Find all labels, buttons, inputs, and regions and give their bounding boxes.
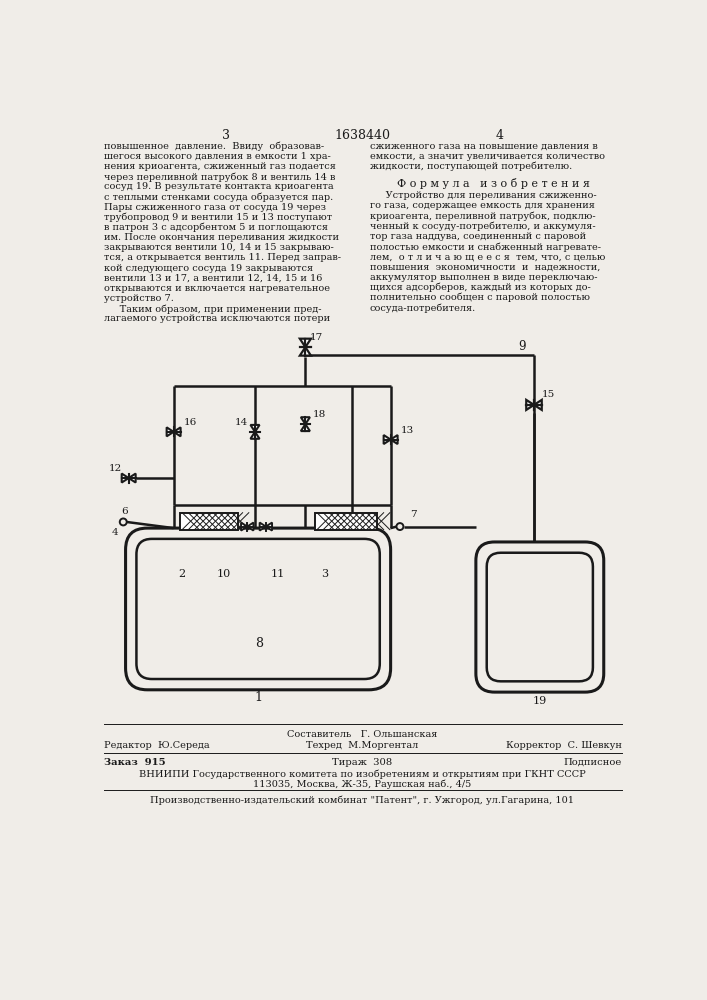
Text: 3: 3 (221, 129, 230, 142)
Text: Производственно-издательский комбинат "Патент", г. Ужгород, ул.Гагарина, 101: Производственно-издательский комбинат "П… (150, 795, 574, 805)
Polygon shape (122, 474, 129, 483)
Text: повышенное  давление.  Ввиду  образовав-: повышенное давление. Ввиду образовав- (104, 142, 324, 151)
Text: Таким образом, при применении пред-: Таким образом, при применении пред- (104, 304, 322, 314)
Text: лем,  о т л и ч а ю щ е е с я  тем, что, с целью: лем, о т л и ч а ю щ е е с я тем, что, с… (370, 252, 605, 261)
Text: Заказ  915: Заказ 915 (104, 758, 165, 767)
Polygon shape (300, 347, 311, 356)
Text: 19: 19 (533, 696, 547, 706)
Bar (315, 513, 377, 530)
Text: устройство 7.: устройство 7. (104, 294, 174, 303)
Text: Редактор  Ю.Середа: Редактор Ю.Середа (104, 741, 209, 750)
Text: 14: 14 (235, 418, 247, 427)
Text: Тираж  308: Тираж 308 (332, 758, 392, 767)
Text: 4: 4 (495, 129, 503, 142)
Text: 113035, Москва, Ж-35, Раушская наб., 4/5: 113035, Москва, Ж-35, Раушская наб., 4/5 (253, 779, 471, 789)
FancyBboxPatch shape (126, 528, 391, 690)
Polygon shape (534, 400, 542, 410)
Polygon shape (301, 424, 310, 431)
Text: щихся адсорберов, каждый из которых до-: щихся адсорберов, каждый из которых до- (370, 283, 590, 292)
Text: 10: 10 (217, 569, 231, 579)
Text: 12: 12 (109, 464, 122, 473)
Polygon shape (391, 435, 397, 444)
Polygon shape (250, 432, 259, 439)
Text: лагаемого устройства исключаются потери: лагаемого устройства исключаются потери (104, 314, 330, 323)
Text: 13: 13 (401, 426, 414, 435)
Bar (180, 513, 238, 530)
Text: жидкости, поступающей потребителю.: жидкости, поступающей потребителю. (370, 162, 572, 171)
Text: Пары сжиженного газа от сосуда 19 через: Пары сжиженного газа от сосуда 19 через (104, 203, 326, 212)
Text: 1638440: 1638440 (334, 129, 390, 142)
Text: 7: 7 (411, 510, 417, 519)
Text: нения криоагента, сжиженный газ подается: нения криоагента, сжиженный газ подается (104, 162, 336, 171)
Text: 4: 4 (112, 528, 119, 537)
Text: повышения  экономичности  и  надежности,: повышения экономичности и надежности, (370, 262, 600, 271)
Text: сосуда-потребителя.: сосуда-потребителя. (370, 303, 476, 313)
Text: ченный к сосуду-потребителю, и аккумуля-: ченный к сосуду-потребителю, и аккумуля- (370, 222, 595, 231)
Text: кой следующего сосуда 19 закрываются: кой следующего сосуда 19 закрываются (104, 264, 313, 273)
Text: полнительно сообщен с паровой полостью: полнительно сообщен с паровой полостью (370, 293, 590, 302)
Text: Корректор  С. Шевкун: Корректор С. Шевкун (506, 741, 621, 750)
Text: Подписное: Подписное (563, 758, 621, 767)
Text: закрываются вентили 10, 14 и 15 закрываю-: закрываются вентили 10, 14 и 15 закрываю… (104, 243, 334, 252)
Text: в патрон 3 с адсорбентом 5 и поглощаются: в патрон 3 с адсорбентом 5 и поглощаются (104, 223, 328, 232)
Text: через переливной патрубок 8 и вентиль 14 в: через переливной патрубок 8 и вентиль 14… (104, 172, 335, 182)
Text: им. После окончания переливания жидкости: им. После окончания переливания жидкости (104, 233, 339, 242)
Text: с теплыми стенками сосуда образуется пар.: с теплыми стенками сосуда образуется пар… (104, 192, 333, 202)
Polygon shape (174, 427, 180, 436)
Text: тор газа наддува, соединенный с паровой: тор газа наддува, соединенный с паровой (370, 232, 586, 241)
Text: 2: 2 (178, 569, 185, 579)
Polygon shape (167, 427, 174, 436)
Text: го газа, содержащее емкость для хранения: го газа, содержащее емкость для хранения (370, 201, 595, 210)
Text: 18: 18 (312, 410, 326, 419)
Text: аккумулятор выполнен в виде переключаю-: аккумулятор выполнен в виде переключаю- (370, 273, 597, 282)
Text: 1: 1 (255, 691, 263, 704)
Text: 16: 16 (184, 418, 197, 427)
Polygon shape (384, 435, 391, 444)
Text: трубопровод 9 и вентили 15 и 13 поступают: трубопровод 9 и вентили 15 и 13 поступаю… (104, 213, 332, 222)
Polygon shape (259, 523, 266, 531)
Polygon shape (526, 400, 534, 410)
Polygon shape (247, 523, 253, 531)
Text: криоагента, переливной патрубок, подклю-: криоагента, переливной патрубок, подклю- (370, 212, 595, 221)
Text: открываются и включается нагревательное: открываются и включается нагревательное (104, 284, 330, 293)
Polygon shape (300, 339, 311, 347)
Text: сжиженного газа на повышение давления в: сжиженного газа на повышение давления в (370, 142, 597, 151)
Text: полостью емкости и снабженный нагревате-: полостью емкости и снабженный нагревате- (370, 242, 601, 252)
Polygon shape (266, 523, 272, 531)
Text: емкости, а значит увеличивается количество: емкости, а значит увеличивается количест… (370, 152, 604, 161)
Text: 6: 6 (122, 507, 128, 516)
Text: Устройство для переливания сжиженно-: Устройство для переливания сжиженно- (370, 191, 596, 200)
Text: 9: 9 (519, 340, 526, 353)
Text: вентили 13 и 17, а вентили 12, 14, 15 и 16: вентили 13 и 17, а вентили 12, 14, 15 и … (104, 274, 322, 283)
Text: тся, а открывается вентиль 11. Перед заправ-: тся, а открывается вентиль 11. Перед зап… (104, 253, 341, 262)
Text: 3: 3 (321, 569, 328, 579)
Text: 17: 17 (310, 333, 323, 342)
Text: 8: 8 (255, 637, 263, 650)
Text: 11: 11 (271, 569, 286, 579)
Polygon shape (241, 523, 247, 531)
Text: Ф о р м у л а   и з о б р е т е н и я: Ф о р м у л а и з о б р е т е н и я (397, 178, 590, 189)
Polygon shape (250, 425, 259, 432)
Text: ВНИИПИ Государственного комитета по изобретениям и открытиям при ГКНТ СССР: ВНИИПИ Государственного комитета по изоб… (139, 769, 585, 779)
FancyBboxPatch shape (476, 542, 604, 692)
Text: шегося высокого давления в емкости 1 хра-: шегося высокого давления в емкости 1 хра… (104, 152, 331, 161)
Text: Составитель   Г. Ольшанская: Составитель Г. Ольшанская (287, 730, 437, 739)
Text: сосуд 19. В результате контакта криоагента: сосуд 19. В результате контакта криоаген… (104, 182, 334, 191)
Polygon shape (129, 474, 136, 483)
Text: 15: 15 (542, 390, 554, 399)
Text: Техред  М.Моргентал: Техред М.Моргентал (306, 741, 418, 750)
Polygon shape (301, 417, 310, 424)
